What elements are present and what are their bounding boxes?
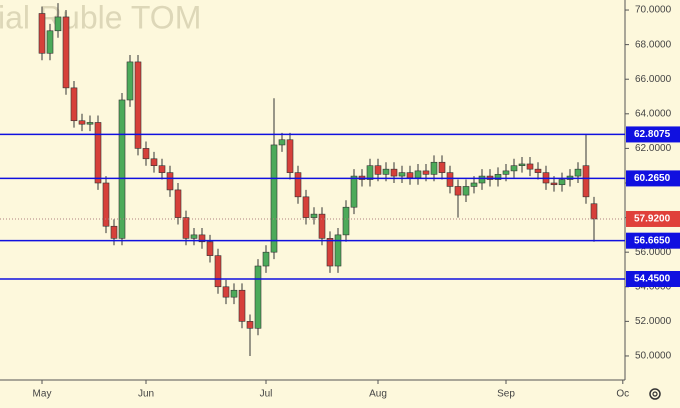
level-label: 60.2650: [634, 173, 671, 184]
candle-body: [158, 165, 166, 173]
candle-body: [214, 255, 222, 288]
gear[interactable]: [649, 388, 661, 400]
candle-body: [118, 99, 126, 239]
candle-body: [134, 61, 142, 149]
watermark-title: ial Ruble TOM: [0, 0, 201, 35]
candle-body: [478, 175, 486, 184]
y-tick-label: 64.0000: [635, 108, 672, 119]
candle-body: [390, 168, 398, 177]
y-tick-label: 62.0000: [635, 143, 672, 154]
candle-body: [414, 170, 422, 179]
candle-body: [150, 158, 158, 166]
candle-body: [182, 217, 190, 239]
candle-body: [174, 189, 182, 218]
y-tick-label: 56.0000: [635, 247, 672, 258]
candle-body: [470, 182, 478, 187]
candle-body: [310, 213, 318, 218]
candle-body: [558, 179, 566, 186]
candle-body: [318, 213, 326, 239]
candle-body: [46, 30, 54, 54]
level-tag: [626, 170, 680, 187]
level-label: 54.4500: [634, 274, 671, 285]
candle-body: [550, 182, 558, 186]
candle-body: [190, 234, 198, 239]
candle-body: [294, 172, 302, 198]
candle-body: [590, 203, 598, 220]
candle-body: [278, 139, 286, 146]
settings-icon[interactable]: [649, 388, 661, 400]
candle-body: [430, 161, 438, 175]
candle-body: [102, 182, 110, 227]
x-tick-label: Oc: [616, 389, 629, 400]
last-price-tag: [626, 210, 680, 227]
candle-body: [326, 238, 334, 267]
candle-body: [382, 168, 390, 175]
candle-body: [494, 174, 502, 180]
candle-body: [270, 144, 278, 253]
candle-body: [246, 321, 254, 329]
candle-body: [222, 286, 230, 298]
candle-body: [446, 172, 454, 187]
candle-body: [350, 175, 358, 208]
candle-body: [518, 163, 526, 166]
candle-body: [70, 87, 78, 122]
candle-body: [110, 225, 118, 239]
candle-body: [230, 289, 238, 298]
candle-body: [574, 168, 582, 177]
x-tick-label: Jun: [138, 389, 154, 400]
x-tick-label: Aug: [369, 389, 387, 400]
candle-body: [86, 122, 94, 125]
candle-body: [238, 289, 246, 322]
candle-body: [254, 265, 262, 329]
candle-body: [94, 122, 102, 184]
candle-body: [38, 13, 46, 54]
last-price-label: 57.9200: [634, 214, 671, 225]
candle-body: [78, 120, 86, 125]
candle-body: [334, 234, 342, 267]
candle-body: [510, 165, 518, 172]
candle-body: [534, 168, 542, 173]
candle-body: [198, 234, 206, 243]
candle-body: [526, 163, 534, 170]
candle-body: [142, 148, 150, 160]
level-tag: [626, 232, 680, 249]
x-tick-label: Sep: [497, 389, 515, 400]
level-label: 62.8075: [634, 129, 671, 140]
candle-body: [126, 61, 134, 101]
candle-body: [342, 206, 350, 236]
y-tick-label: 52.0000: [635, 316, 672, 327]
level-tag: [626, 126, 680, 143]
candle-body: [438, 161, 446, 173]
y-tick-label: 70.0000: [635, 5, 672, 16]
candle-body: [262, 251, 270, 267]
candle-body: [502, 170, 510, 175]
candle-body: [302, 196, 310, 218]
candle-body: [166, 172, 174, 191]
candle-body: [206, 241, 214, 256]
candle-body: [374, 165, 382, 175]
x-tick-label: May: [33, 389, 52, 400]
candle-body: [286, 139, 294, 173]
candle-body: [582, 165, 590, 198]
level-tag: [626, 270, 680, 287]
y-tick-label: 66.0000: [635, 74, 672, 85]
candle-body: [366, 165, 374, 180]
candle-body: [454, 186, 462, 196]
candle-body: [62, 16, 70, 89]
candle-body: [398, 172, 406, 177]
candle-body: [462, 186, 470, 196]
candle-body: [422, 170, 430, 175]
x-tick-label: Jul: [260, 389, 273, 400]
gear-center[interactable]: [652, 391, 658, 397]
y-tick-label: 68.0000: [635, 39, 672, 50]
candle-body: [54, 16, 62, 32]
candle-body: [406, 172, 414, 179]
level-label: 56.6650: [634, 235, 671, 246]
y-tick-label: 50.0000: [635, 351, 672, 362]
